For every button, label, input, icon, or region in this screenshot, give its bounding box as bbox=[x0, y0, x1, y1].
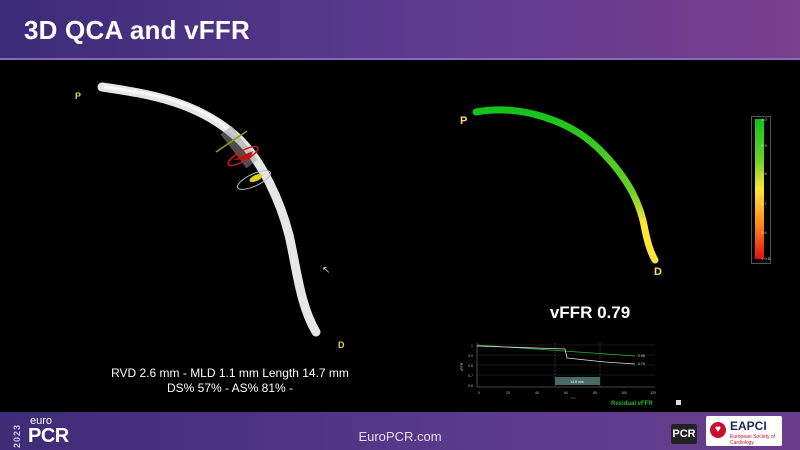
footer-bar: 2023 euro PCR EuroPCR.com PCR ♥ EAPCI Eu… bbox=[0, 412, 800, 450]
y-tick: 0.8 bbox=[468, 364, 473, 368]
y-tick: 1 bbox=[471, 344, 473, 348]
marker-ring-yellow bbox=[236, 170, 272, 190]
eapci-subtitle: European Society of Cardiology bbox=[730, 434, 776, 446]
vffr-vessel bbox=[472, 106, 659, 264]
x-tick: 0 bbox=[478, 391, 480, 395]
vffr-color-scale: 1.0 0.9 0.8 0.7 0.6 < 0.5 bbox=[751, 116, 771, 264]
marker-ring-red bbox=[227, 145, 259, 167]
value-label-bottom: 0.79 bbox=[638, 362, 645, 366]
qca-proximal-label: P bbox=[75, 91, 82, 101]
heart-icon: ♥ bbox=[710, 422, 726, 438]
y-tick: 0.7 bbox=[468, 374, 473, 378]
marker-line-green bbox=[215, 130, 248, 153]
qca-vessel-highlight bbox=[103, 85, 238, 138]
residual-toggle-checkbox[interactable] bbox=[676, 400, 681, 405]
europcr-logo: 2023 euro PCR bbox=[10, 414, 90, 448]
color-scale-bar bbox=[755, 119, 764, 259]
vffr-distal-label: D bbox=[654, 266, 662, 278]
x-tick: 40 bbox=[535, 391, 539, 395]
scale-tick: 0.6 bbox=[761, 230, 767, 235]
x-tick: 120 bbox=[650, 391, 656, 395]
x-tick: 80 bbox=[593, 391, 597, 395]
vffr-proximal-label: P bbox=[460, 115, 468, 127]
x-tick: 60 bbox=[564, 391, 568, 395]
segment-label: 14.8 mm bbox=[570, 380, 584, 384]
eapci-logo: ♥ EAPCI European Society of Cardiology bbox=[706, 416, 782, 446]
y-axis-label: vFFR bbox=[460, 362, 464, 371]
qca-measurements-line2: DS% 57% - AS% 81% - bbox=[166, 381, 294, 395]
scale-tick: 0.7 bbox=[761, 201, 767, 206]
vffr-pullback-line bbox=[476, 345, 636, 365]
logo-euro: euro bbox=[30, 415, 53, 427]
slide-title: 3D QCA and vFFR bbox=[24, 15, 250, 45]
residual-vffr-label: Residual vFFR bbox=[611, 401, 653, 407]
qca-distal-label: D bbox=[338, 340, 345, 350]
scale-tick: 0.9 bbox=[761, 143, 767, 148]
pcr-badge-logo: PCR bbox=[671, 424, 697, 444]
scale-tick: < 0.5 bbox=[761, 256, 771, 261]
scale-tick: 0.8 bbox=[761, 171, 767, 176]
vffr-pullback-chart: 14.8 mm 0.98 0.79 1 0.9 0.8 0.7 0.6 vFFR… bbox=[455, 339, 686, 411]
header-divider bbox=[0, 58, 800, 60]
eapci-text: EAPCI bbox=[730, 419, 767, 433]
marker-yellow-fill bbox=[249, 173, 263, 183]
footer-url: EuroPCR.com bbox=[358, 429, 442, 444]
value-label-top: 0.98 bbox=[638, 354, 645, 358]
x-axis-label: mm bbox=[571, 396, 576, 400]
title-bar: 3D QCA and vFFR bbox=[0, 0, 800, 58]
vffr-vessel-view bbox=[472, 106, 659, 264]
qca-measurements-line1: RVD 2.6 mm - MLD 1.1 mm Length 14.7 mm bbox=[111, 366, 349, 380]
marker-red-fill bbox=[233, 151, 253, 160]
x-tick: 100 bbox=[621, 391, 627, 395]
y-tick: 0.9 bbox=[468, 354, 473, 358]
x-tick: 20 bbox=[506, 391, 510, 395]
mouse-cursor-icon: ↖ bbox=[322, 265, 331, 276]
vffr-result: vFFR 0.79 bbox=[549, 303, 631, 322]
scale-tick: 1.0 bbox=[761, 117, 767, 122]
segment-box bbox=[555, 377, 600, 385]
y-tick: 0.6 bbox=[468, 384, 473, 388]
qca-vessel-view bbox=[97, 82, 321, 337]
logo-pcr: PCR bbox=[28, 425, 69, 447]
